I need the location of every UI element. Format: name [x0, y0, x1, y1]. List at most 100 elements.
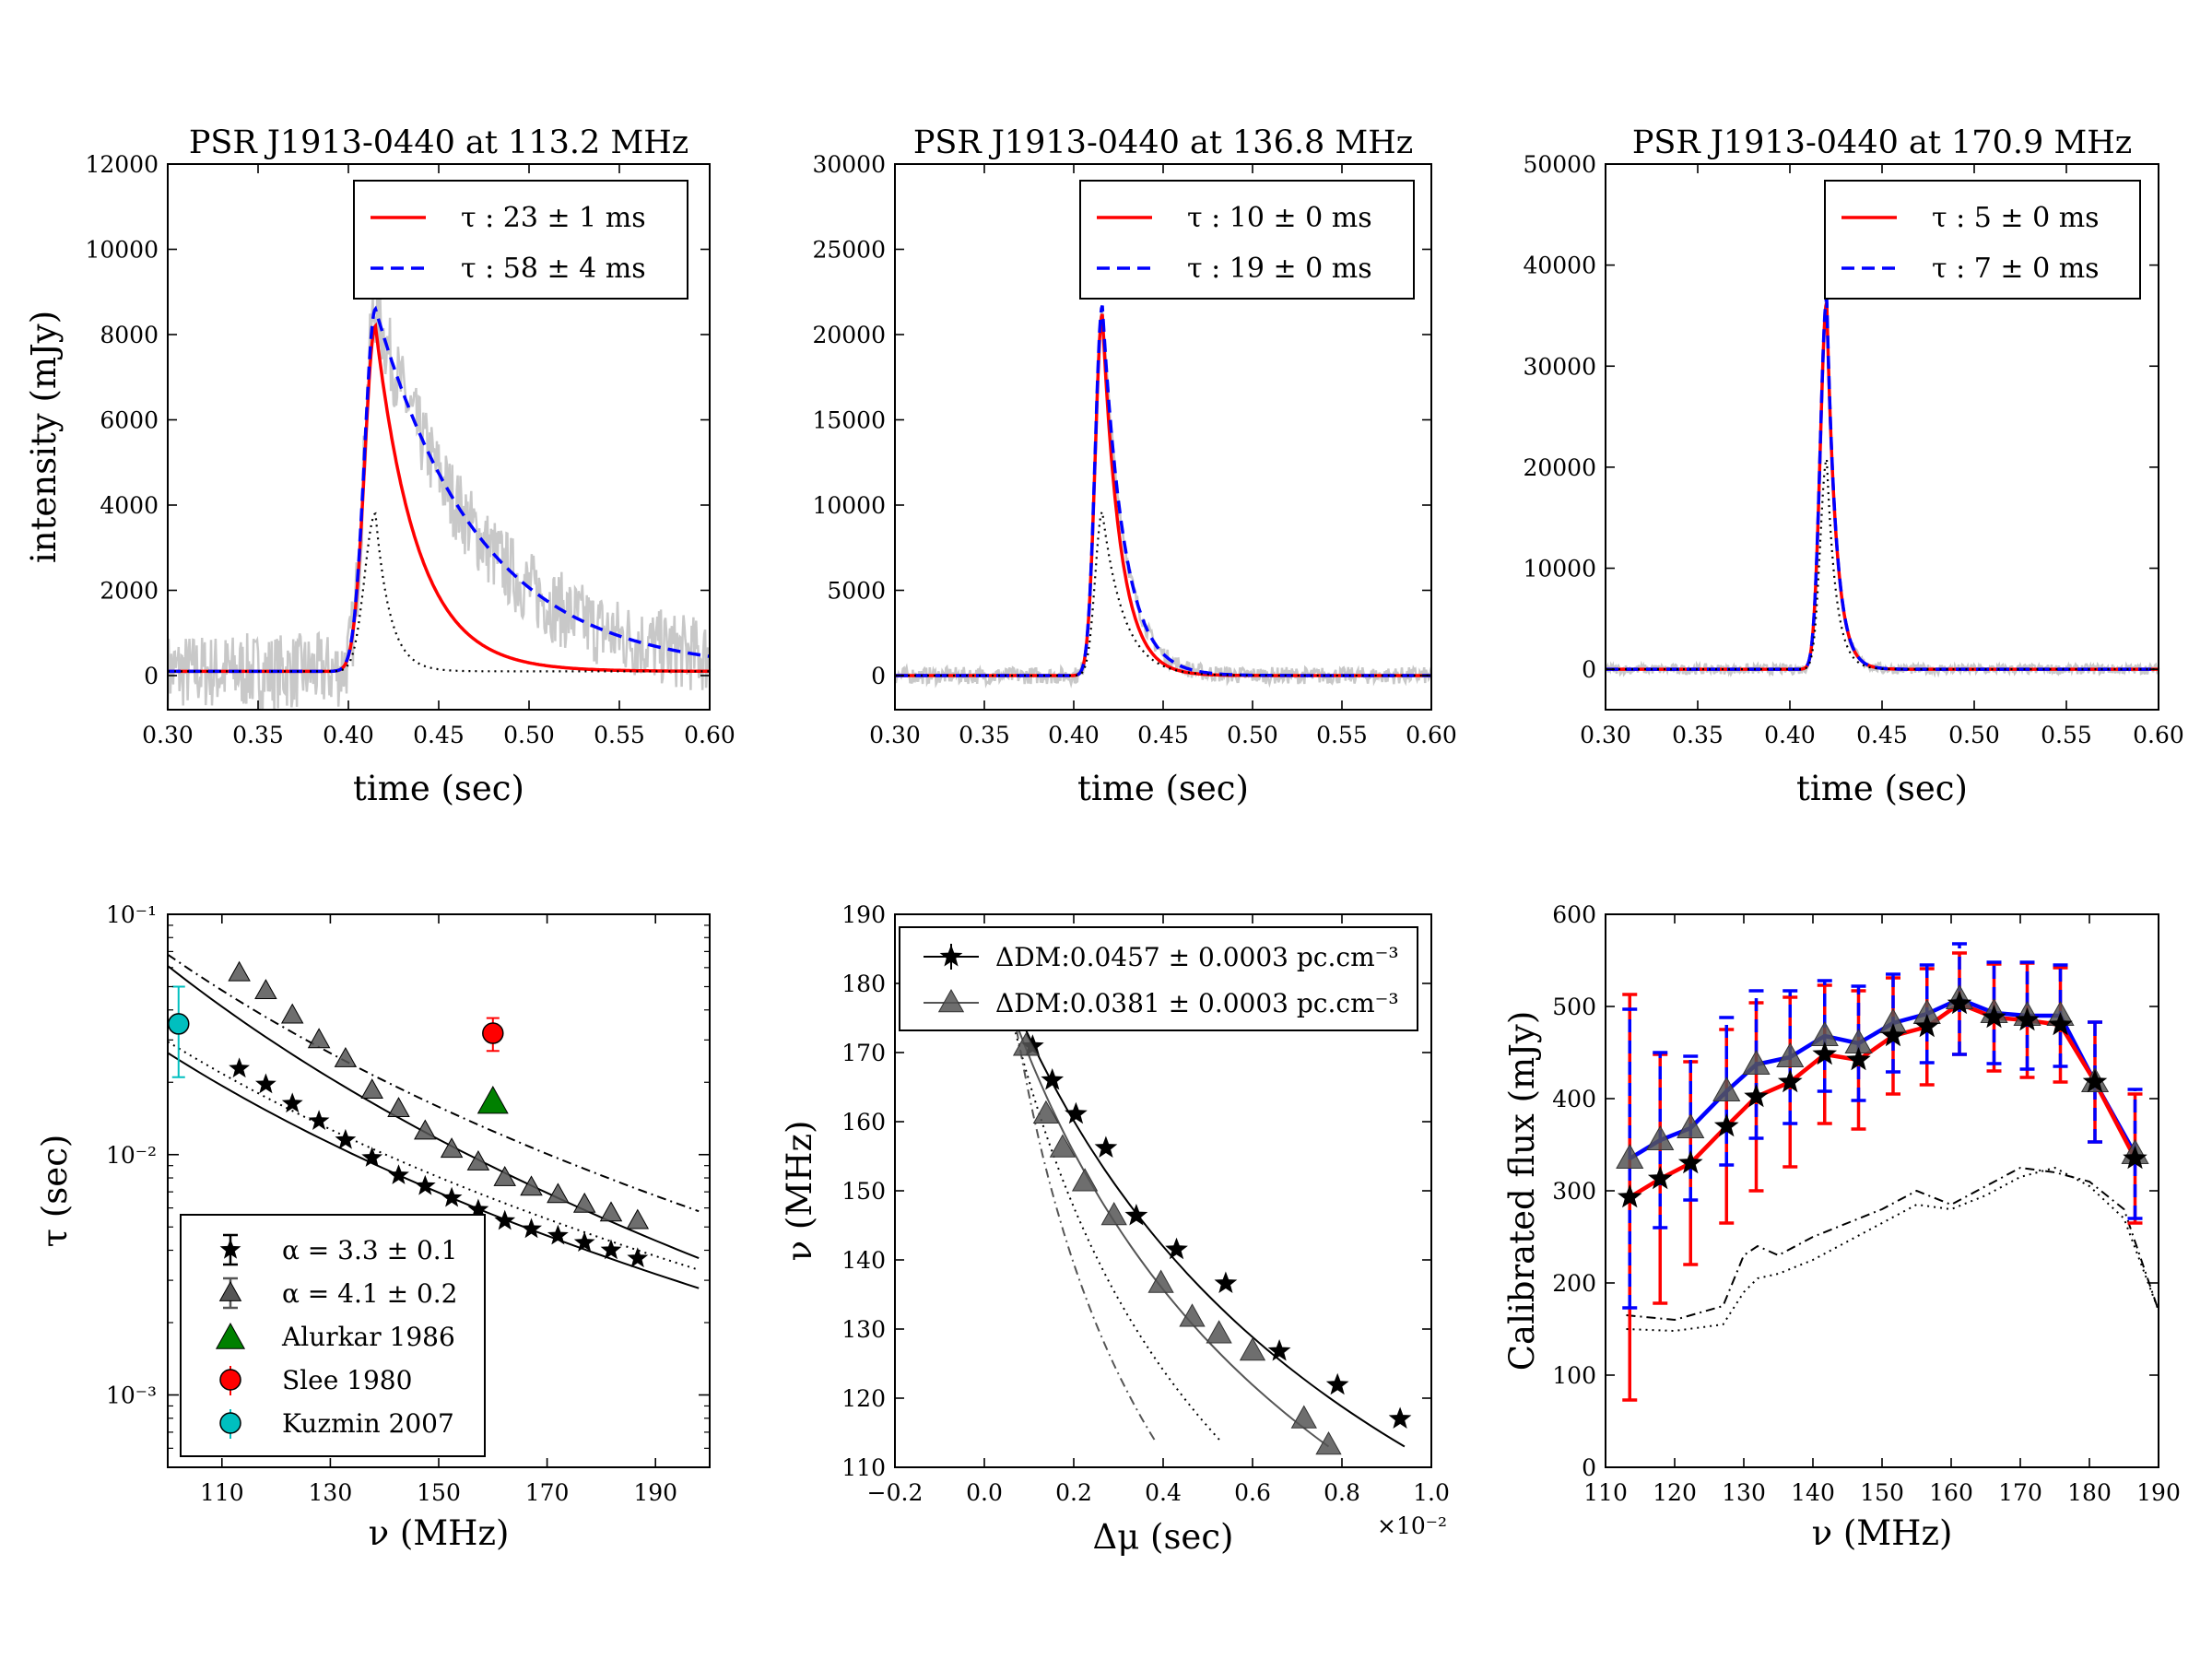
p6-ytick-label: 600 — [1552, 901, 1596, 928]
p3-xtick-label: 0.40 — [1764, 722, 1816, 748]
data-point-star — [1325, 1372, 1349, 1395]
ylabel-intensity: intensity (mJy) — [24, 311, 64, 563]
data-point-triangle — [1032, 1100, 1060, 1124]
p2-xtick-label: 0.35 — [959, 722, 1010, 748]
data-point-star — [494, 1209, 516, 1230]
xlabel-136mhz: time (sec) — [1077, 769, 1249, 808]
p5-xtick-label: 0.8 — [1324, 1479, 1360, 1506]
flux-point-star — [1713, 1113, 1739, 1137]
xlabel-nu-tau: ν (MHz) — [369, 1513, 510, 1553]
ylabel-tau: τ (sec) — [35, 1135, 75, 1248]
data-point-star — [467, 1198, 489, 1219]
data-point-star — [441, 1186, 463, 1207]
p2-ytick-label: 20000 — [812, 322, 886, 348]
legend-triangle-marker — [937, 988, 965, 1013]
p1-xtick-label: 0.40 — [323, 722, 374, 748]
p4-xtick-label: 150 — [417, 1479, 461, 1506]
p1-xtick-label: 0.55 — [594, 722, 645, 748]
data-point-triangle — [466, 1149, 490, 1171]
p4-xtick-label: 190 — [633, 1479, 677, 1506]
p6-ytick-label: 500 — [1552, 994, 1596, 1020]
flux-point-star — [1812, 1041, 1838, 1065]
p5-xtick-label: −0.2 — [867, 1479, 924, 1506]
legend-170mhz: τ : 5 ± 0 ms τ : 7 ± 0 ms — [1824, 180, 2141, 300]
flux-point-star — [2082, 1069, 2108, 1093]
p5-ytick-label: 170 — [841, 1040, 886, 1066]
legend-label-slee: Slee 1980 — [282, 1365, 412, 1395]
data-point-triangle — [1049, 1134, 1077, 1158]
model-curve-dashed — [895, 305, 1431, 677]
p1-ytick-label: 8000 — [100, 322, 159, 348]
p6-xtick-label: 170 — [1998, 1479, 2042, 1506]
flux-point-star — [2015, 1007, 2040, 1031]
p5-ytick-label: 120 — [841, 1385, 886, 1412]
p5-ytick-label: 160 — [841, 1109, 886, 1135]
data-point-triangle — [520, 1175, 543, 1196]
axes-frame-flux — [1605, 913, 2159, 1468]
p4-ytick-label: 10⁻³ — [106, 1382, 157, 1409]
panel-113mhz: 0.30 0.35 0.40 0.45 0.50 0.55 0.60 0 2000 4000 600… — [24, 124, 735, 808]
flux-point-star — [1846, 1047, 1871, 1071]
data-point-triangle — [1206, 1320, 1232, 1344]
x-multiplier-label: ×10⁻² — [1377, 1512, 1447, 1539]
xlabel-113mhz: time (sec) — [353, 769, 524, 808]
data-profile-grey — [1605, 294, 2160, 678]
flux-line-red — [1629, 1001, 2137, 1199]
p6-xtick-label: 110 — [1583, 1479, 1628, 1506]
data-point-triangle — [1290, 1405, 1317, 1429]
legend-delay: ΔDM:0.0457 ± 0.0003 pc.cm⁻³ ΔDM:0.0381 ±… — [899, 926, 1418, 1031]
data-point-star — [1165, 1237, 1188, 1260]
p3-ytick-label: 40000 — [1523, 253, 1596, 279]
p1-xtick-label: 0.60 — [684, 722, 735, 748]
data-point-triangle — [477, 1085, 509, 1114]
p5-ytick-label: 130 — [841, 1316, 886, 1343]
data-point-star — [361, 1147, 383, 1167]
p6-ytick-label: 100 — [1552, 1362, 1596, 1389]
p6-ytick-label: 300 — [1552, 1178, 1596, 1205]
data-point-triangle — [334, 1046, 358, 1067]
data-point-triangle — [599, 1201, 623, 1222]
legend-label-alpha-3-3: α = 3.3 ± 0.1 — [282, 1235, 458, 1265]
p6-xtick-label: 190 — [2136, 1479, 2181, 1506]
xlabel-delta-mu: Δμ (sec) — [1092, 1517, 1233, 1557]
data-point-star — [573, 1231, 595, 1252]
title-136mhz: PSR J1913-0440 at 136.8 MHz — [913, 124, 1413, 161]
p1-ytick-label: 12000 — [85, 151, 159, 178]
p4-ytick-label: 10⁻² — [106, 1142, 157, 1169]
p4-xtick-label: 130 — [309, 1479, 353, 1506]
flux-point-triangle — [1776, 1041, 1805, 1067]
p5-ytick-label: 190 — [841, 901, 886, 928]
legend-label-fit2-136mhz: τ : 19 ± 0 ms — [1187, 253, 1372, 285]
plot-area-tau — [167, 953, 700, 1289]
p6-xtick-label: 150 — [1860, 1479, 1904, 1506]
p5-xtick-label: 0.6 — [1234, 1479, 1271, 1506]
p3-ytick-label: 50000 — [1523, 151, 1596, 178]
legend-label-fit2-170mhz: τ : 7 ± 0 ms — [1932, 253, 2100, 285]
p1-ytick-label: 2000 — [100, 578, 159, 605]
data-point-triangle — [1239, 1336, 1266, 1361]
p2-ytick-label: 5000 — [827, 578, 886, 605]
p5-ytick-label: 180 — [841, 971, 886, 997]
panel-dm-delay: −0.2 0.0 0.2 0.4 0.6 0.8 1.0 110 120 130 140 150 160… — [780, 901, 1450, 1557]
data-point-triangle — [1012, 1032, 1040, 1056]
powerlaw-fit-solid — [167, 1052, 700, 1289]
p3-xtick-label: 0.35 — [1672, 722, 1724, 748]
legend-label-dm2: ΔDM:0.0381 ± 0.0003 pc.cm⁻³ — [995, 988, 1399, 1018]
data-point-triangle — [572, 1192, 596, 1213]
p2-xtick-label: 0.30 — [869, 722, 921, 748]
data-point-star — [388, 1164, 409, 1184]
p2-ytick-label: 10000 — [812, 492, 886, 519]
p3-ytick-label: 30000 — [1523, 353, 1596, 380]
flux-point-star — [1617, 1184, 1642, 1208]
legend-triangle-marker — [218, 1280, 242, 1301]
data-point-triangle — [1315, 1430, 1342, 1455]
panel-136mhz: 0.30 0.35 0.40 0.45 0.50 0.55 0.60 0 5000 10000 15… — [812, 124, 1456, 808]
model-curve-dotted — [1008, 1010, 1220, 1441]
p4-xtick-label: 110 — [200, 1479, 244, 1506]
flux-point-star — [1982, 1005, 2006, 1029]
p5-ytick-label: 140 — [841, 1247, 886, 1274]
dispersion-fit-solid — [1010, 996, 1406, 1448]
flux-line-blue — [1629, 996, 2137, 1160]
flux-point-star — [1880, 1023, 1906, 1047]
legend-star-marker — [939, 945, 963, 967]
